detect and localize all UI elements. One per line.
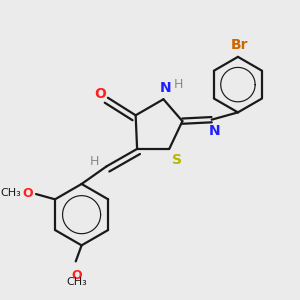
Text: H: H — [90, 155, 99, 168]
Text: O: O — [71, 269, 82, 282]
Text: S: S — [172, 153, 182, 167]
Text: Br: Br — [231, 38, 248, 52]
Text: O: O — [94, 87, 106, 101]
Text: N: N — [209, 124, 220, 138]
Text: N: N — [160, 81, 172, 95]
Text: CH₃: CH₃ — [1, 188, 21, 199]
Text: CH₃: CH₃ — [66, 278, 87, 287]
Text: O: O — [22, 187, 33, 200]
Text: H: H — [174, 77, 183, 91]
